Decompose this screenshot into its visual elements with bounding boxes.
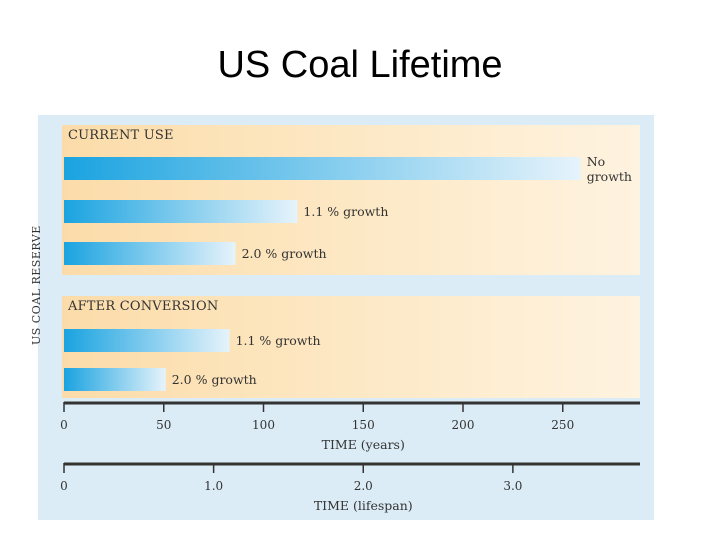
- axis-0-tick-label-3: 150: [352, 418, 375, 432]
- axis-1-tick-label-2: 2.0: [354, 479, 373, 493]
- group-label-after-conversion: AFTER CONVERSION: [68, 299, 219, 314]
- bar-1-0: [64, 329, 230, 352]
- axis-1-tick-label-1: 1.0: [204, 479, 223, 493]
- bar-label-0-0-line1: No: [587, 154, 605, 169]
- bar-0-0: [64, 157, 581, 180]
- axis-1-tick-label-0: 0: [60, 479, 68, 493]
- axis-0-tick-label-5: 250: [551, 418, 574, 432]
- bar-1-1: [64, 368, 166, 391]
- axis-title-1: TIME (lifespan): [314, 498, 413, 513]
- axis-1-tick-label-3: 3.0: [503, 479, 522, 493]
- group-label-current-use: CURRENT USE: [68, 128, 174, 143]
- axis-0-tick-label-4: 200: [452, 418, 475, 432]
- axis-title-0: TIME (years): [322, 437, 405, 452]
- bar-label-0-0-line2: growth: [587, 169, 632, 184]
- bar-0-1: [64, 200, 298, 223]
- bar-label-0-1: 1.1 % growth: [303, 204, 388, 219]
- chart-figure: CURRENT USE AFTER CONVERSION US COAL RES…: [30, 115, 654, 520]
- axis-0-tick-label-0: 0: [60, 418, 68, 432]
- axis-0-tick-label-1: 50: [156, 418, 171, 432]
- bar-label-1-1: 2.0 % growth: [172, 372, 257, 387]
- bar-0-2: [64, 242, 236, 265]
- bar-label-0-2: 2.0 % growth: [242, 246, 327, 261]
- axis-0-tick-label-2: 100: [252, 418, 275, 432]
- bar-label-1-0: 1.1 % growth: [236, 333, 321, 348]
- slide-title: US Coal Lifetime: [217, 44, 503, 86]
